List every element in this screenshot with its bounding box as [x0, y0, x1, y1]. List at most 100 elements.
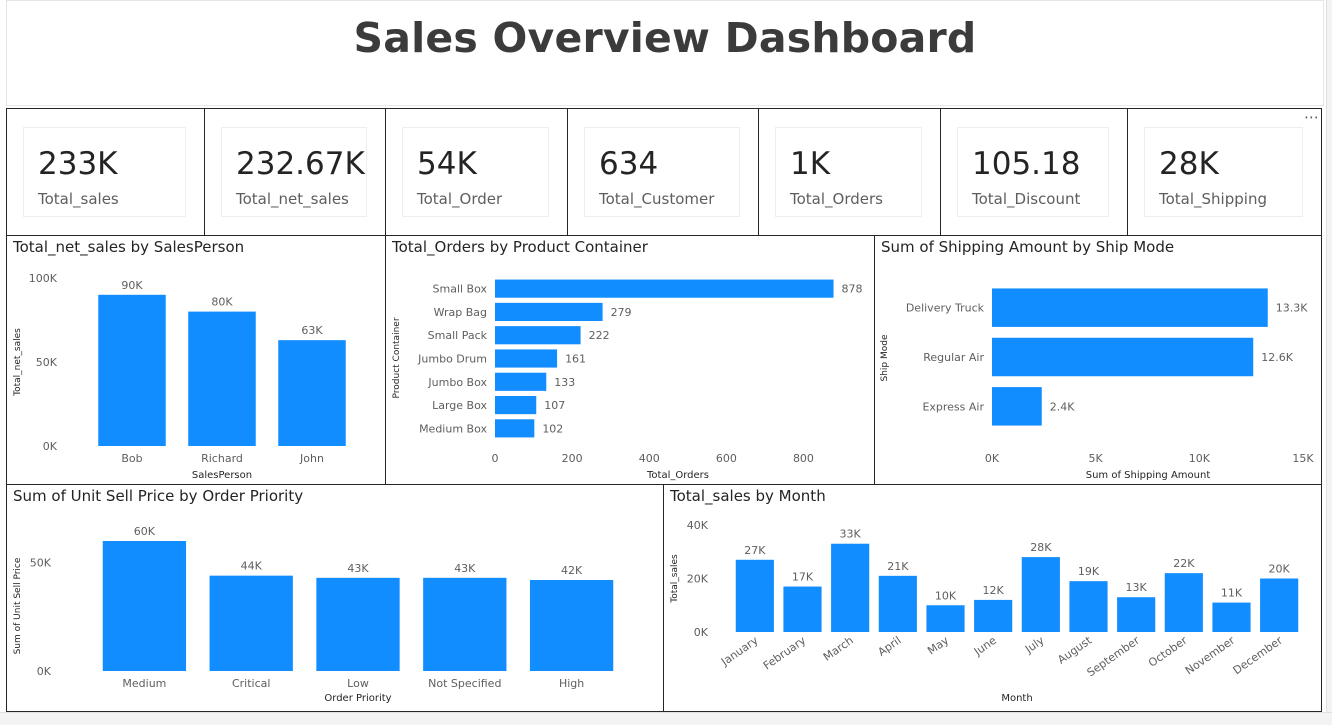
- x-tick-label: March: [821, 634, 856, 664]
- bar: [529, 580, 614, 671]
- y-tick-label: Regular Air: [923, 351, 984, 364]
- kpi-card-inner: 54K Total_Order: [402, 127, 549, 217]
- data-label: 161: [565, 353, 586, 366]
- bar: [1069, 581, 1108, 632]
- x-tick-label: Not Specified: [428, 677, 501, 690]
- x-tick-label: December: [1231, 634, 1286, 678]
- kpi-card-total-customer[interactable]: 634 Total_Customer: [567, 108, 759, 236]
- data-label: 107: [544, 399, 565, 412]
- bar: [209, 575, 293, 671]
- data-label: 21K: [887, 560, 909, 573]
- data-label: 43K: [347, 562, 369, 575]
- bar: [102, 541, 187, 671]
- bar: [495, 279, 834, 298]
- x-tick-label: Richard: [201, 452, 243, 465]
- y-tick-label: Large Box: [432, 399, 487, 412]
- bar: [992, 288, 1268, 327]
- kpi-card-inner: 634 Total_Customer: [584, 127, 740, 217]
- bar: [831, 543, 870, 632]
- y-tick-label: Wrap Bag: [434, 306, 487, 319]
- panel-salesperson[interactable]: Total_net_sales by SalesPerson 0K 50K 100K…: [6, 235, 386, 485]
- data-label: 19K: [1078, 565, 1100, 578]
- kpi-card-total-sales[interactable]: 233K Total_sales: [6, 108, 205, 236]
- y-tick-label: 0K: [43, 440, 58, 453]
- y-axis-label: Total_net_sales: [13, 328, 23, 397]
- data-label: 13.3K: [1276, 302, 1308, 315]
- bar: [878, 575, 917, 632]
- x-tick-label: 15K: [1292, 452, 1314, 465]
- bar: [316, 577, 400, 671]
- data-label: 10K: [935, 589, 957, 602]
- data-label: 60K: [134, 525, 156, 538]
- kpi-value: 233K: [38, 146, 118, 182]
- y-tick-label: Jumbo Box: [427, 376, 487, 389]
- data-label: 33K: [840, 528, 862, 541]
- data-label: 13K: [1126, 581, 1148, 594]
- x-tick-label: 600: [716, 452, 737, 465]
- chart-order-priority-svg: 0K 50K 60K Medium 44K Critical 43K Low 43K Not Sp…: [13, 525, 614, 704]
- y-axis-label: Ship Mode: [880, 334, 890, 381]
- x-tick-label: April: [875, 634, 903, 659]
- more-options-icon[interactable]: ⋯: [1304, 108, 1320, 126]
- kpi-card-inner: 28K Total_Shipping: [1144, 127, 1303, 217]
- x-tick-label: 0K: [985, 452, 1000, 465]
- chart-salesperson-svg: 0K 50K 100K 90K Bob 80K Richard 63K John SalesPer…: [13, 272, 346, 481]
- x-tick-label: November: [1183, 634, 1238, 678]
- y-tick-label: Small Pack: [428, 329, 488, 342]
- kpi-label: Total_net_sales: [236, 190, 349, 208]
- bar: [188, 311, 256, 446]
- chart-product-container-svg: 878 Small Box 279 Wrap Bag 222 Small Pack 161 J…: [392, 279, 863, 481]
- kpi-card-inner: 232.67K Total_net_sales: [221, 127, 367, 217]
- x-tick-label: Low: [347, 677, 369, 690]
- x-tick-label: January: [718, 634, 761, 669]
- kpi-card-inner: 105.18 Total_Discount: [957, 127, 1109, 217]
- kpi-card-total-net-sales[interactable]: 232.67K Total_net_sales: [204, 108, 386, 236]
- x-tick-label: August: [1055, 633, 1095, 666]
- y-tick-label: Small Box: [433, 283, 488, 296]
- bar: [926, 605, 965, 632]
- x-tick-label: Critical: [232, 677, 270, 690]
- x-tick-label: 800: [793, 452, 814, 465]
- data-label: 90K: [121, 279, 143, 292]
- chart-title: Total_Orders by Product Container: [392, 238, 648, 256]
- x-axis-label: SalesPerson: [192, 470, 252, 481]
- x-tick-label: Medium: [122, 677, 166, 690]
- kpi-card-inner: 1K Total_Orders: [775, 127, 922, 217]
- x-tick-label: May: [925, 634, 951, 658]
- chart-title: Sum of Shipping Amount by Ship Mode: [881, 238, 1175, 256]
- kpi-card-total-shipping[interactable]: 28K Total_Shipping: [1127, 108, 1322, 236]
- data-label: 878: [842, 283, 863, 296]
- bar: [974, 599, 1013, 632]
- y-tick-label: Express Air: [922, 400, 984, 413]
- x-tick-label: February: [761, 634, 809, 673]
- chart-title: Total_net_sales by SalesPerson: [13, 238, 245, 256]
- data-label: 42K: [561, 564, 583, 577]
- panel-product-container[interactable]: Total_Orders by Product Container 878 Sma…: [385, 235, 875, 485]
- data-label: 63K: [301, 324, 323, 337]
- kpi-value: 1K: [790, 146, 831, 182]
- chart-ship-mode-svg: 13.3K Delivery Truck 12.6K Regular Air 2.4K E…: [880, 288, 1314, 481]
- data-label: 27K: [744, 544, 766, 557]
- kpi-card-total-orders[interactable]: 1K Total_Orders: [758, 108, 941, 236]
- bar: [278, 340, 346, 446]
- data-label: 12K: [983, 584, 1005, 597]
- x-tick-label: 400: [639, 452, 660, 465]
- chart-title: Total_sales by Month: [670, 487, 826, 505]
- bar: [1164, 573, 1203, 632]
- panel-order-priority[interactable]: Sum of Unit Sell Price by Order Priority…: [6, 484, 664, 712]
- bar: [783, 586, 822, 632]
- y-tick-label: 50K: [30, 557, 52, 570]
- kpi-card-total-discount[interactable]: 105.18 Total_Discount: [940, 108, 1128, 236]
- panel-ship-mode[interactable]: Sum of Shipping Amount by Ship Mode 13.3…: [874, 235, 1322, 485]
- kpi-card-total-order[interactable]: 54K Total_Order: [385, 108, 568, 236]
- y-tick-label: Delivery Truck: [906, 302, 985, 315]
- bar: [495, 419, 535, 438]
- panel-month[interactable]: Total_sales by Month 0K 20K 40K 27K January 1…: [663, 484, 1322, 712]
- chart-month-svg: 0K 20K 40K 27K January 17K February 33K March 21K…: [670, 519, 1299, 704]
- x-tick-label: October: [1146, 634, 1190, 670]
- bar: [1021, 557, 1060, 632]
- vertical-scrollbar[interactable]: [1326, 0, 1332, 725]
- y-tick-label: 0K: [37, 665, 52, 678]
- data-label: 20K: [1269, 563, 1291, 576]
- data-label: 2.4K: [1050, 400, 1075, 413]
